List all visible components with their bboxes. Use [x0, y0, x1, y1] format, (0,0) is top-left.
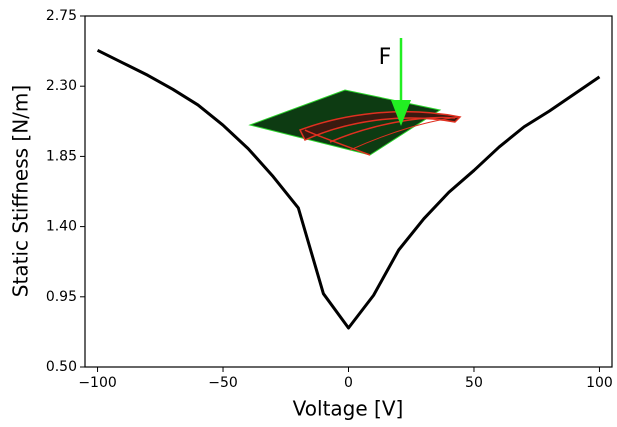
y-tick-label: 2.30 [46, 78, 77, 94]
y-tick-label: 1.85 [46, 148, 77, 164]
y-tick-label: 0.95 [46, 289, 77, 305]
x-axis-label: Voltage [V] [293, 397, 404, 421]
x-tick-label: −100 [78, 375, 116, 391]
annotation: F [379, 45, 392, 70]
y-tick-label: 2.75 [46, 8, 77, 24]
x-tick-label: 100 [586, 375, 613, 391]
x-tick-label: −50 [208, 375, 238, 391]
chart: F Voltage [V] Static Stiffness [N/m] 0.5… [0, 0, 617, 427]
y-axis-label: Static Stiffness [N/m] [9, 85, 33, 297]
y-tick-label: 0.50 [46, 359, 77, 375]
x-tick-label: 0 [344, 375, 353, 391]
plot-frame [85, 16, 612, 367]
x-tick-label: 50 [465, 375, 483, 391]
y-tick-label: 1.40 [46, 219, 77, 235]
inset-plate [250, 38, 460, 155]
